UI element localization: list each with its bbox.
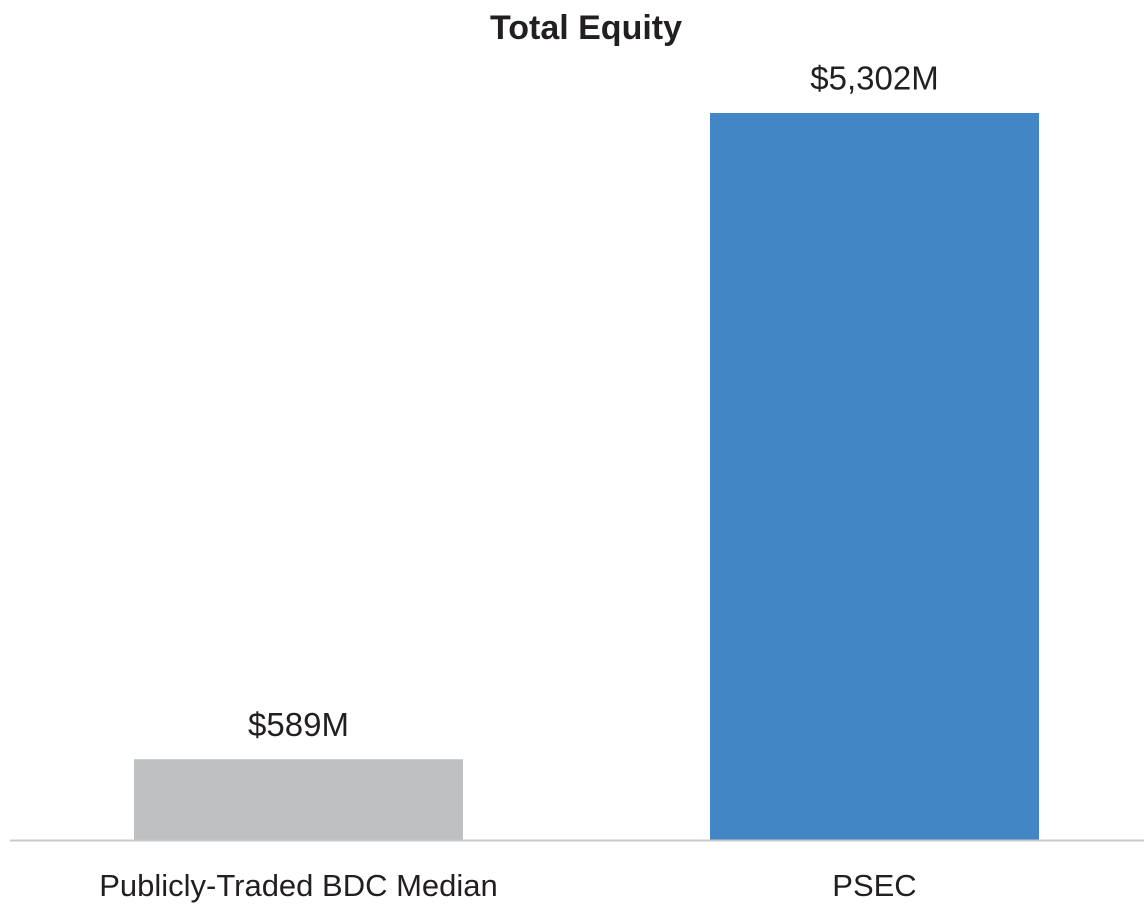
bar: [134, 759, 463, 840]
bar: [710, 113, 1039, 840]
value-label: $589M: [248, 706, 349, 743]
x-tick-label: PSEC: [832, 868, 916, 903]
value-label: $5,302M: [810, 60, 938, 97]
chart-title: Total Equity: [490, 9, 682, 47]
x-tick-label: Publicly-Traded BDC Median: [99, 868, 498, 903]
